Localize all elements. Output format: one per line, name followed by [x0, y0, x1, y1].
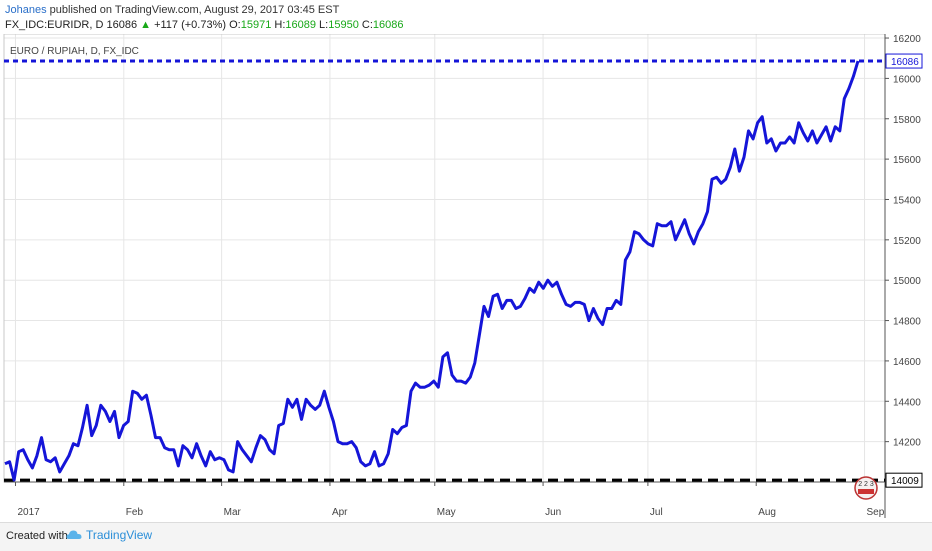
current-price-badge — [885, 53, 923, 69]
horizontal-levels — [4, 59, 885, 482]
author-link[interactable]: Johanes — [5, 4, 47, 16]
publish-info: Johanes published on TradingView.com, Au… — [5, 4, 339, 16]
close-value: 16086 — [372, 19, 404, 31]
x-tick-label: Aug — [758, 507, 776, 518]
price-change: +117 (+0.73%) — [154, 19, 227, 31]
symbol-label: FX_IDC:EURIDR, D — [5, 19, 104, 31]
close-label: C: — [361, 19, 373, 31]
series-line — [4, 60, 860, 482]
y-tick-label: 15200 — [893, 236, 921, 247]
high-value: 16089 — [285, 19, 316, 31]
y-tick-label: 14400 — [893, 397, 921, 408]
last-price: 16086 — [106, 19, 138, 31]
y-tick-label: 15400 — [893, 195, 921, 206]
low-value: 15950 — [328, 19, 359, 31]
y-tick-label: 14800 — [893, 317, 921, 328]
y-tick-label: 15800 — [893, 115, 921, 126]
y-tick-label: 16000 — [893, 74, 921, 85]
x-tick-label: Sep — [867, 507, 885, 518]
low-label: L: — [319, 19, 329, 31]
x-tick-label: Feb — [126, 507, 144, 518]
y-tick-label: 16200 — [893, 34, 921, 45]
chart-title: EURO / RUPIAH, D, FX_IDC — [10, 46, 139, 57]
x-tick-label: Jun — [545, 507, 561, 518]
published-text: published on TradingView.com, August 29,… — [49, 4, 340, 16]
support-price-badge — [885, 472, 923, 488]
footer-bar: Created with TradingView — [0, 522, 932, 551]
y-tick-label: 14600 — [893, 357, 921, 368]
high-label: H: — [274, 19, 286, 31]
open-value: 15971 — [240, 19, 272, 31]
watermark-badge-icon: 2 2 3 — [854, 476, 878, 500]
x-tick-label: May — [437, 507, 456, 518]
x-tick-label: Jul — [650, 507, 663, 518]
svg-text:2 2 3: 2 2 3 — [858, 481, 874, 488]
x-tick-label: 2017 — [17, 507, 40, 518]
price-labels: 16086 14009 — [885, 53, 923, 488]
axis-ticks: 14200 14400 14600 14800 15000 15200 15400 15600… — [14, 34, 921, 518]
x-tick-label: Mar — [224, 507, 242, 518]
tradingview-logo-link[interactable]: TradingView — [66, 528, 152, 542]
current-price-label: 16086 — [891, 57, 919, 68]
support-price-label: 14009 — [891, 476, 919, 487]
up-arrow-icon: ▲ — [140, 19, 152, 31]
x-tick-label: Apr — [332, 507, 348, 518]
tradingview-brand: TradingView — [86, 528, 153, 542]
symbol-info: FX_IDC:EURIDR, D 16086 ▲ +117 (+0.73%) O… — [5, 19, 403, 31]
plot-frame — [3, 34, 886, 483]
y-tick-label: 14200 — [893, 438, 921, 449]
price-chart[interactable]: EURO / RUPIAH, D, FX_IDC 14200 14400 14600… — [0, 34, 932, 522]
created-with-text: Created with — [6, 530, 68, 542]
y-tick-label: 15000 — [893, 276, 921, 287]
open-label: O: — [229, 19, 241, 31]
cloud-logo-icon — [66, 530, 82, 539]
y-tick-label: 15600 — [893, 155, 921, 166]
chart-grid — [4, 34, 885, 482]
